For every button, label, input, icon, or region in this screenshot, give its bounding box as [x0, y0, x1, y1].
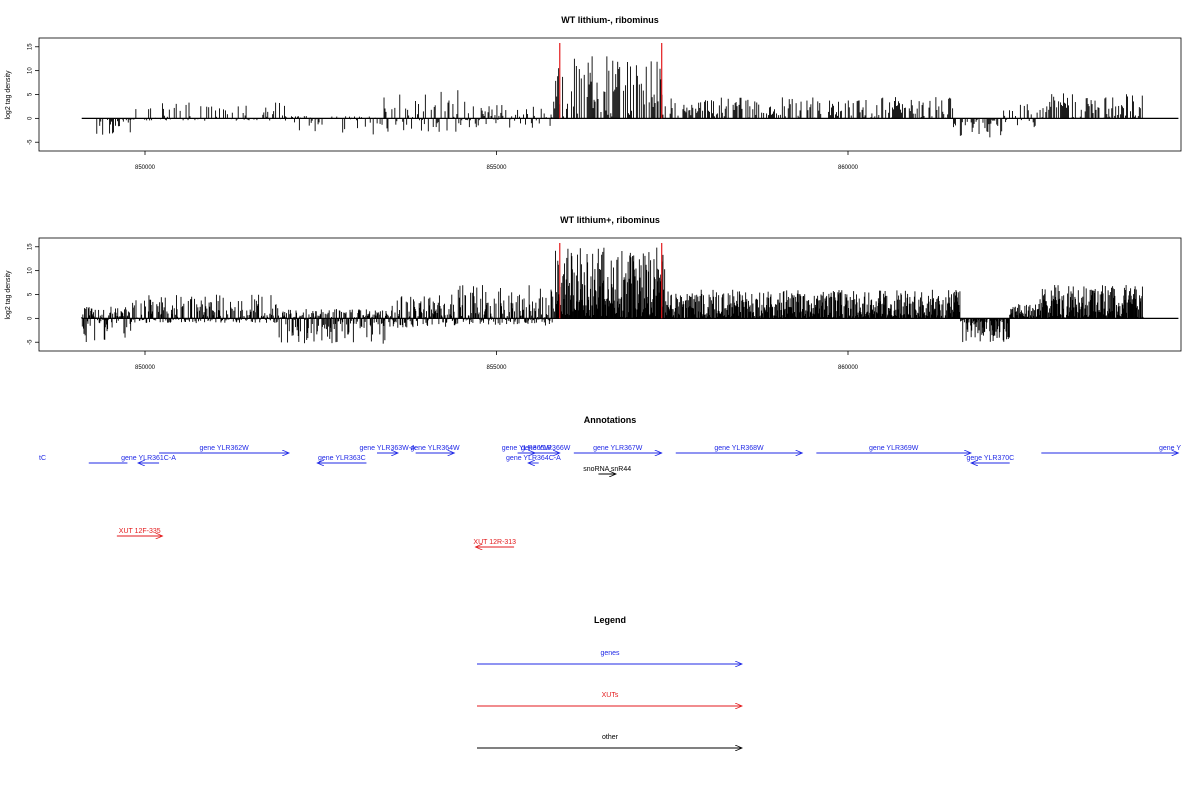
feature-label: gene YLR368W — [714, 445, 764, 452]
legend-item: other — [477, 734, 742, 748]
annotation-feature: tC — [39, 455, 128, 464]
annotation-feature: gene YLR368W — [675, 445, 803, 453]
density-segment — [467, 105, 553, 128]
feature-label: gene YLR361C-A — [121, 455, 176, 462]
x-tick-label: 850000 — [135, 165, 156, 171]
y-tick-label: -5 — [28, 339, 34, 345]
density-segment — [664, 289, 961, 319]
x-tick-label: 855000 — [486, 165, 507, 171]
feature-label: XUT 12F-335 — [119, 528, 161, 535]
track-panel-lithium-minus: WT lithium-, ribominus -5 0 5 10 15 850000 855… — [5, 15, 1182, 171]
panel-title: WT lithium-, ribominus — [561, 15, 659, 25]
feature-label: gene YLR365W — [502, 445, 552, 452]
feature-label: gene YLR363C — [318, 455, 366, 462]
density-segment — [1037, 285, 1144, 319]
density-segment — [1003, 104, 1044, 128]
annotation-feature: gene YLR367W — [573, 445, 662, 453]
y-tick-label: 5 — [28, 292, 34, 296]
feature-label: gene YLR364W — [410, 445, 460, 452]
feature-label: XUT 12R-313 — [473, 539, 516, 546]
y-tick-label: 0 — [28, 316, 34, 320]
legend-title: Legend — [594, 615, 626, 625]
annotation-feature: gene YLR366W — [521, 445, 571, 453]
density-segment — [553, 56, 664, 119]
panel-title: WT lithium+, ribominus — [560, 215, 660, 225]
density-segment — [453, 285, 553, 326]
feature-label: tC — [39, 455, 46, 462]
x-tick-label: 860000 — [838, 165, 859, 171]
y-tick-label: 10 — [28, 67, 34, 74]
density-segment — [1044, 93, 1143, 119]
y-tick-label: 15 — [28, 43, 34, 50]
annotation-feature: gene YLR363W-A — [359, 445, 416, 453]
annotation-feature: snoRNA snR44 — [583, 466, 631, 474]
feature-label: snoRNA snR44 — [583, 466, 631, 473]
y-tick-label: 10 — [28, 267, 34, 274]
legend: Legend genes XUTs other — [477, 615, 742, 748]
legend-label: genes — [600, 650, 620, 657]
annotation-feature: XUT 12R-313 — [473, 539, 516, 547]
y-axis-label: log2 tag density — [5, 270, 12, 320]
feature-label: gene YLR364C-A — [506, 455, 561, 462]
feature-label: gene YLR366W — [521, 445, 571, 452]
y-tick-label: -5 — [28, 139, 34, 145]
y-axis-label: log2 tag density — [5, 70, 12, 120]
y-tick-label: 15 — [28, 243, 34, 250]
density-segment — [960, 318, 1010, 343]
track-panel-lithium-plus: WT lithium+, ribominus -5 0 5 10 15 850000 855… — [5, 215, 1182, 371]
feature-label: gene YLR369W — [869, 445, 919, 452]
legend-item: XUTs — [477, 692, 742, 706]
density-segment — [1009, 304, 1038, 319]
y-tick-label: 0 — [28, 116, 34, 120]
density-bars — [81, 243, 1179, 344]
density-segment — [130, 294, 279, 324]
annotation-feature: gene YLR370C — [966, 455, 1014, 463]
axes: -5 0 5 10 15 850000 855000 860000 — [28, 243, 859, 371]
annotation-feature: gene YLR364W — [410, 445, 460, 453]
annotation-feature: gene YLR361C-A — [121, 455, 176, 463]
legend-label: other — [602, 734, 619, 741]
legend-items: genes XUTs other — [477, 650, 742, 748]
feature-label: gene YLR370C — [966, 455, 1014, 462]
density-segment — [552, 247, 666, 319]
annotation-feature: gene YLR364C-A — [506, 455, 561, 463]
feature-label: gene YLR362W — [199, 445, 249, 452]
x-tick-label: 850000 — [135, 365, 156, 371]
x-tick-label: 855000 — [486, 365, 507, 371]
annotation-feature: gene YLR362W — [159, 445, 289, 453]
x-tick-label: 860000 — [838, 365, 859, 371]
annotation-feature: gene Y — [1041, 445, 1181, 453]
legend-item: genes — [477, 650, 742, 664]
density-segment — [390, 294, 455, 328]
annotation-features: tC gene YLR361C-A gene YLR362W gene YLR363C… — [39, 445, 1181, 547]
density-segment — [383, 90, 469, 132]
density-segment — [664, 97, 954, 119]
axes: -5 0 5 10 15 850000 855000 860000 — [28, 43, 859, 171]
annotations-track: Annotations tC gene YLR361C-A gene YLR362W… — [39, 415, 1181, 547]
density-segment — [81, 306, 132, 343]
y-tick-label: 5 — [28, 92, 34, 96]
annotation-feature: gene YLR363C — [317, 455, 367, 463]
feature-label: gene Y — [1159, 445, 1181, 452]
annotation-feature: XUT 12F-335 — [116, 528, 163, 536]
density-segment — [953, 118, 1003, 138]
feature-label: gene YLR363W-A — [359, 445, 415, 452]
annotations-title: Annotations — [584, 415, 637, 425]
legend-label: XUTs — [602, 692, 619, 699]
plot-frame — [38, 37, 1182, 152]
density-bars — [81, 43, 1179, 138]
feature-label: gene YLR367W — [593, 445, 643, 452]
density-segment — [278, 309, 391, 344]
density-segment — [96, 118, 131, 135]
annotation-feature: gene YLR369W — [816, 445, 971, 453]
